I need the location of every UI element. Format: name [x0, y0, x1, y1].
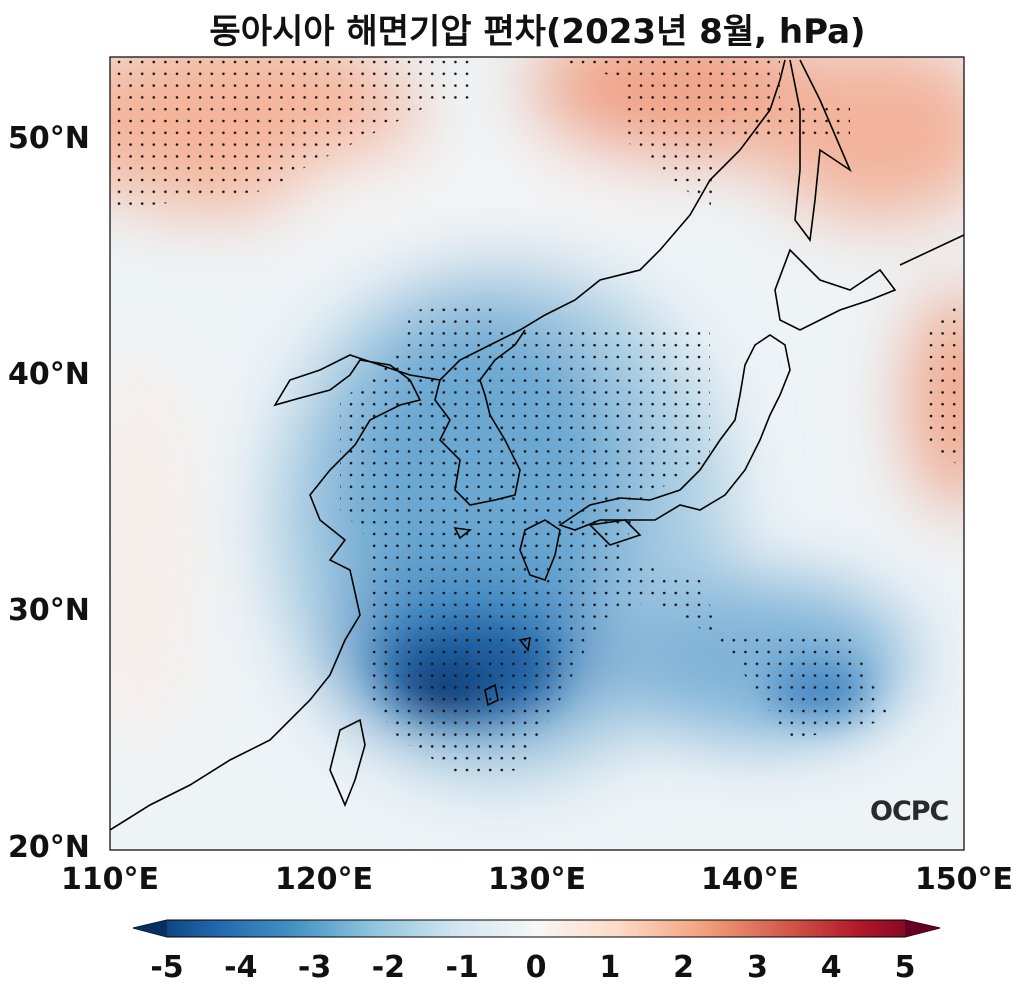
lon-label-150: 150°E [914, 862, 1014, 897]
colorbar-tick-label: 2 [673, 950, 695, 985]
colorbar-tick-label: 5 [894, 950, 916, 985]
lat-label-40: 40°N [8, 357, 90, 392]
lat-label-20: 20°N [8, 830, 90, 865]
colorbar-tick-label: -3 [297, 950, 332, 985]
ocpc-logo: OCPC [870, 796, 949, 827]
map-title: 동아시아 해면기압 편차(2023년 8월, hPa) [209, 12, 866, 52]
colorbar-tick-label: -4 [224, 950, 258, 985]
coastlines [110, 59, 964, 831]
colorbar-tick-label: 3 [746, 950, 768, 985]
colorbar [132, 919, 941, 938]
lat-label-30: 30°N [8, 593, 90, 628]
colorbar-tick-label: -2 [371, 950, 406, 985]
stippling [113, 60, 964, 775]
lon-label-110: 110°E [60, 862, 160, 897]
anomaly-field [110, 57, 964, 850]
colorbar-tick-label: -1 [445, 950, 479, 985]
colorbar-tick-label: 4 [820, 950, 842, 985]
colorbar-tick-label: 0 [525, 950, 547, 985]
map-frame [109, 56, 965, 851]
lat-label-50: 50°N [8, 121, 90, 156]
lon-label-140: 140°E [700, 862, 800, 897]
lon-label-120: 120°E [274, 862, 374, 897]
colorbar-tick-label: -5 [150, 950, 184, 985]
lon-label-130: 130°E [487, 862, 587, 897]
colorbar-tick-label: 1 [599, 950, 621, 985]
